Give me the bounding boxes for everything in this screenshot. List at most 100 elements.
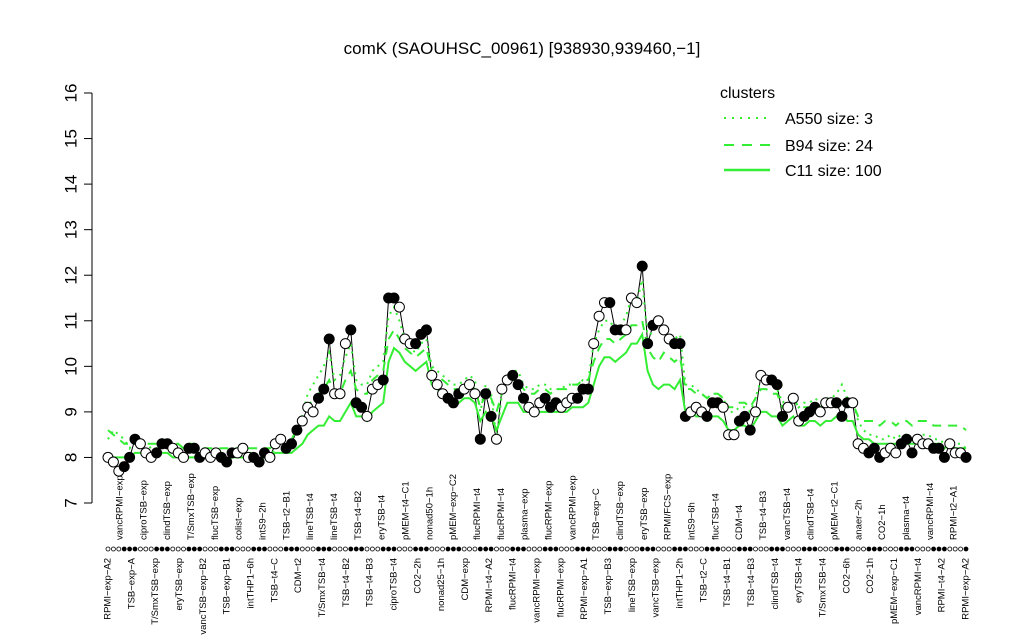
data-point	[151, 447, 163, 459]
condition-dot	[844, 546, 850, 552]
condition-dot	[790, 546, 796, 552]
condition-dot	[326, 546, 332, 552]
condition-dot	[148, 546, 154, 552]
condition-dot	[218, 546, 224, 552]
data-point	[107, 456, 119, 468]
condition-dot	[245, 546, 251, 552]
condition-dot	[256, 546, 262, 552]
condition-label: clindTSB−t4	[806, 489, 817, 541]
condition-label: vancRPMI−exp	[532, 558, 543, 623]
legend-title: clusters	[720, 85, 775, 102]
data-point	[658, 324, 670, 336]
condition-dot	[521, 546, 526, 552]
data-point	[410, 338, 422, 350]
condition-dot	[137, 546, 143, 552]
condition-label: TSB−t4−B1	[722, 558, 733, 607]
condition-dot	[634, 546, 640, 552]
condition-dot	[688, 546, 694, 552]
condition-dot	[127, 546, 133, 552]
data-point	[296, 415, 308, 427]
condition-dot	[164, 546, 170, 552]
condition-dot	[175, 546, 181, 552]
condition-label: TSB−exp−A	[126, 557, 137, 609]
cluster-line-dashed	[107, 318, 967, 450]
condition-dot	[305, 546, 311, 552]
condition-label: pMEM−t2−C1	[829, 481, 840, 540]
condition-label: plasma−t4	[901, 496, 912, 540]
condition-dot	[720, 546, 726, 552]
condition-dot	[380, 546, 386, 552]
condition-dot	[121, 546, 127, 552]
condition-dot	[715, 546, 721, 552]
data-point	[356, 401, 368, 413]
data-point	[604, 297, 616, 309]
condition-label: clindTSB−exp	[615, 481, 626, 540]
condition-label: flucTSB−t4	[710, 493, 721, 540]
data-point	[831, 397, 842, 409]
condition-dot	[801, 546, 807, 552]
condition-label: CDM−exp	[460, 558, 471, 601]
condition-dot	[235, 546, 240, 552]
condition-dot	[251, 546, 257, 552]
condition-label: TSB−t4−B2	[341, 558, 352, 607]
condition-dot	[855, 546, 861, 552]
condition-dot	[537, 546, 543, 552]
condition-label: TSB−t2−B1	[281, 491, 292, 540]
condition-dot	[240, 546, 246, 552]
condition-dot	[342, 546, 348, 552]
condition-dot	[645, 546, 650, 552]
legend-entry-a550: A550 size: 3	[785, 111, 873, 128]
condition-label: vancRPMI−t4	[925, 483, 936, 540]
condition-dot	[834, 546, 839, 552]
condition-label: TSB−t4−C	[269, 558, 280, 602]
condition-dot	[423, 546, 429, 552]
condition-label: TSB−exp−C	[591, 488, 602, 540]
data-point	[933, 442, 945, 454]
condition-label: lineTSB−t4	[305, 493, 316, 540]
condition-dot	[564, 546, 570, 552]
condition-dot	[337, 546, 343, 552]
condition-label: TSB−t4−B2	[353, 491, 364, 540]
condition-label: anaer−2h	[853, 500, 864, 540]
condition-dot	[359, 546, 365, 552]
condition-dot	[877, 546, 883, 552]
condition-dot	[456, 546, 462, 552]
condition-dot	[893, 546, 899, 552]
data-point	[313, 392, 324, 404]
data-point	[480, 388, 492, 400]
condition-dot	[823, 546, 829, 552]
condition-dot	[623, 546, 629, 552]
condition-dot	[710, 546, 715, 552]
condition-dot	[440, 546, 446, 552]
condition-dot	[143, 546, 149, 552]
condition-dot	[737, 546, 742, 552]
condition-dot	[483, 546, 489, 552]
condition-dot	[494, 546, 499, 552]
data-point	[178, 451, 189, 463]
condition-label: vancTSB−t4	[782, 488, 793, 540]
condition-dot	[413, 546, 419, 552]
data-point	[253, 456, 265, 468]
condition-dot	[386, 546, 392, 552]
condition-label: eryTSB−exp	[639, 487, 650, 540]
condition-dot	[596, 546, 602, 552]
condition-dot	[774, 546, 780, 552]
data-point	[188, 442, 200, 454]
condition-dot	[375, 546, 381, 552]
condition-label: RPMI−exp−A2	[961, 558, 972, 620]
data-point	[771, 379, 783, 391]
data-point	[388, 292, 400, 304]
condition-dot	[472, 546, 478, 552]
condition-dot	[197, 546, 203, 552]
condition-label: vancTSB−exp−B2	[198, 558, 209, 635]
condition-dot	[289, 546, 294, 552]
condition-dot	[807, 546, 812, 552]
condition-label: TSB−exp−B3	[603, 558, 614, 615]
condition-dot	[391, 546, 397, 552]
data-point	[318, 383, 330, 395]
condition-dot	[116, 546, 122, 552]
condition-label: lineTSB−exp	[627, 558, 638, 612]
condition-dot	[866, 546, 872, 552]
condition-dot	[461, 546, 467, 552]
data-point	[901, 433, 913, 445]
